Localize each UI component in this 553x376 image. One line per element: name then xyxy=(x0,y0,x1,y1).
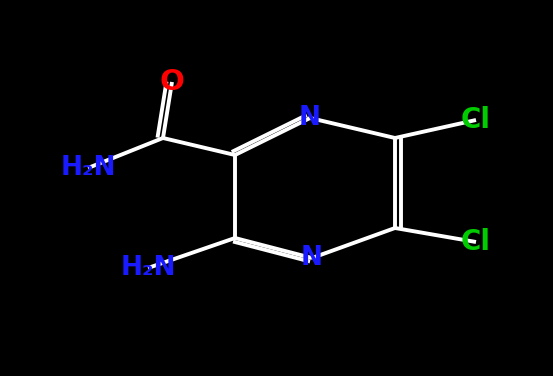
Text: N: N xyxy=(301,245,323,271)
Text: H₂N: H₂N xyxy=(120,255,176,281)
Text: Cl: Cl xyxy=(461,106,491,134)
Text: O: O xyxy=(160,68,185,96)
Text: N: N xyxy=(299,105,321,131)
Text: Cl: Cl xyxy=(461,228,491,256)
Text: H₂N: H₂N xyxy=(60,155,116,181)
